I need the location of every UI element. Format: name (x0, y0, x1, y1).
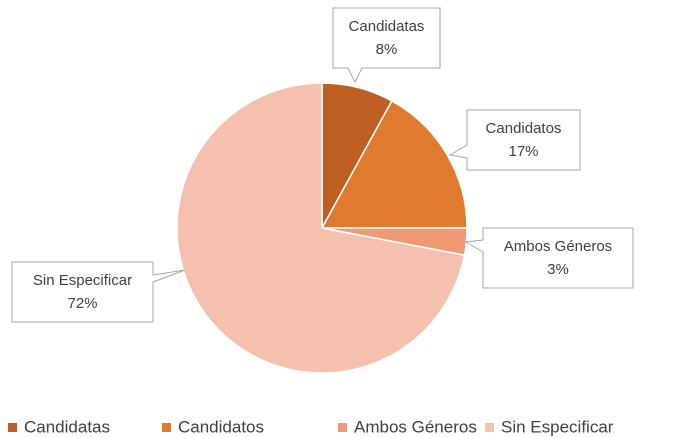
data-label-name: Sin Especificar (33, 272, 132, 289)
legend-label: Ambos Géneros (354, 417, 477, 436)
data-label-name: Candidatas (349, 18, 425, 35)
data-label-name: Candidatos (486, 120, 562, 137)
data-label-value: 3% (547, 261, 569, 278)
legend-swatch (162, 423, 171, 432)
legend-label: Sin Especificar (501, 417, 614, 436)
callout-box (464, 227, 634, 289)
legend-swatch (338, 423, 347, 432)
pie-slice (320, 99, 468, 229)
data-label-value: 72% (67, 295, 97, 312)
callout-box (332, 7, 441, 84)
callout-box (448, 109, 581, 171)
data-label-name: Ambos Géneros (504, 238, 612, 255)
data-label-value: 8% (376, 41, 398, 58)
data-label-value: 17% (508, 143, 538, 160)
legend-label: Candidatas (24, 417, 110, 436)
legend-swatch (8, 423, 17, 432)
pie-slice (176, 82, 466, 374)
legend-label: Candidatos (178, 417, 264, 436)
callout-box (11, 261, 186, 323)
legend-swatch (485, 423, 494, 432)
